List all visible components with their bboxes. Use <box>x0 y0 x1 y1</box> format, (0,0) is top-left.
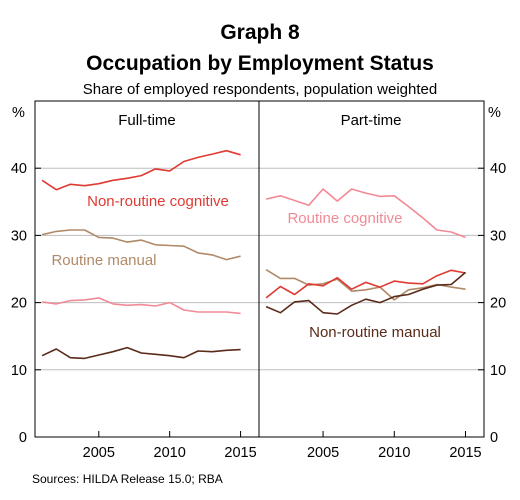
label-routine-cognitive: Routine cognitive <box>287 210 402 227</box>
x-tick-label: 2015 <box>224 445 256 461</box>
panel-title-part-time: Part-time <box>341 112 402 129</box>
series-line-part-time-non-routine-manual <box>265 271 467 315</box>
label-non-routine-manual: Non-routine manual <box>309 324 441 341</box>
label-non-routine-cognitive: Non-routine cognitive <box>87 193 229 210</box>
chart-source: Sources: HILDA Release 15.0; RBA <box>32 472 223 486</box>
y-tick-label-left: 20 <box>11 296 27 312</box>
y-axis-unit-right: % <box>488 105 501 121</box>
series-line-part-time-routine-manual <box>265 269 466 301</box>
series-line-part-time-non-routine-cognitive <box>265 269 466 299</box>
series-line-part-time-routine-cognitive <box>265 188 466 239</box>
x-tick-label: 2005 <box>83 445 115 461</box>
label-routine-manual: Routine manual <box>51 252 156 269</box>
series-line-full-time-routine-manual <box>41 229 241 261</box>
y-tick-label-left: 0 <box>19 430 27 446</box>
y-tick-label-right: 30 <box>490 228 506 244</box>
x-tick-label: 2015 <box>449 445 481 461</box>
y-tick-label-right: 0 <box>490 430 498 446</box>
chart-description: Share of employed respondents, populatio… <box>83 81 437 98</box>
y-tick-label-right: 20 <box>490 296 506 312</box>
y-tick-label-right: 40 <box>490 161 506 177</box>
plot-area: 0 0 10 10 20 20 30 30 40 40 2005 2010 2015 2005 2010 20… <box>11 149 506 461</box>
y-axis-unit-left: % <box>12 105 25 121</box>
y-tick-label-left: 10 <box>11 363 27 379</box>
series-line-full-time-routine-cognitive <box>41 297 241 315</box>
chart-subtitle: Occupation by Employment Status <box>86 52 434 75</box>
y-tick-label-left: 40 <box>11 161 27 177</box>
chart-title: Graph 8 <box>220 21 300 44</box>
panel-title-full-time: Full-time <box>118 112 176 129</box>
x-tick-label: 2005 <box>307 445 339 461</box>
series-line-full-time-non-routine-cognitive <box>41 149 241 191</box>
x-tick-label: 2010 <box>154 445 186 461</box>
x-tick-label: 2010 <box>378 445 410 461</box>
series-line-full-time-non-routine-manual <box>41 346 241 360</box>
y-tick-label-right: 10 <box>490 363 506 379</box>
y-tick-label-left: 30 <box>11 228 27 244</box>
